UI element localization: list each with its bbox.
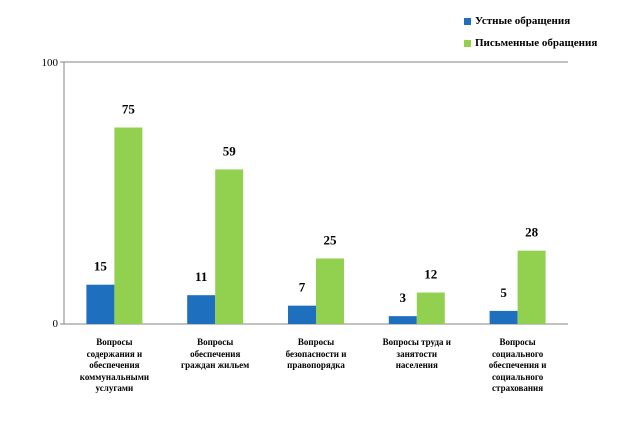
- category-label-line: Вопросы: [197, 337, 234, 347]
- category-label: Вопросы социального обеспечения и социально…: [466, 337, 570, 395]
- category-label-line: безопасности и: [285, 348, 347, 359]
- data-label: 11: [195, 269, 207, 284]
- bar-oral: [288, 305, 316, 324]
- category-label-line: правопорядка: [287, 360, 345, 370]
- category-label-line: Вопросы: [297, 337, 335, 347]
- legend-swatch-written: [464, 39, 471, 47]
- data-label: 3: [400, 290, 407, 305]
- data-label: 59: [223, 143, 237, 158]
- category-label: Вопросы обеспечения граждан жильем: [163, 337, 267, 372]
- data-label: 12: [424, 267, 437, 282]
- category-label-line: населения: [395, 360, 438, 370]
- category-label-line: социального: [491, 371, 544, 382]
- category-label-line: Вопросы труда и: [382, 337, 451, 347]
- category-label-line: граждан жильем: [181, 360, 250, 370]
- data-label: 75: [122, 102, 136, 117]
- bar-written: [416, 292, 445, 324]
- category-label-line: содержания и: [86, 348, 143, 359]
- category-label: Вопросы содержания и обеспечения коммунальн…: [62, 337, 166, 395]
- legend: Устные обращения Письменные обращения: [464, 10, 597, 54]
- bar-oral: [388, 316, 417, 324]
- category-label-line: страхования: [492, 383, 544, 393]
- legend-item: Устные обращения: [464, 10, 597, 32]
- bar-written: [114, 127, 143, 324]
- data-label: 28: [525, 225, 539, 240]
- bar-written: [517, 250, 546, 324]
- category-label-line: социального: [491, 348, 544, 359]
- category-label-line: Вопросы: [96, 337, 133, 347]
- legend-label: Устные обращения: [475, 15, 571, 27]
- legend-swatch-oral: [464, 17, 471, 25]
- category-label: Вопросы труда и занятости населения: [365, 337, 469, 372]
- category-label-line: обеспечения: [89, 360, 140, 370]
- category-label-line: услугами: [95, 383, 134, 393]
- category-label-line: коммунальными: [79, 371, 150, 382]
- data-label: 15: [94, 259, 108, 274]
- category-label-line: обеспечения и: [488, 360, 547, 370]
- category-label-line: Вопросы: [499, 337, 536, 347]
- category-label-line: обеспечения: [190, 348, 241, 359]
- bar-oral: [86, 284, 115, 324]
- data-label: 25: [324, 233, 338, 248]
- y-tick-label: 100: [42, 57, 59, 69]
- bar-oral: [489, 310, 518, 324]
- bar-written: [215, 169, 244, 324]
- y-tick-label: 0: [53, 318, 59, 330]
- legend-label: Письменные обращения: [475, 37, 598, 49]
- legend-item: Письменные обращения: [464, 32, 597, 54]
- category-label-line: занятости: [396, 348, 438, 359]
- data-label: 7: [299, 280, 306, 295]
- data-label: 5: [500, 285, 507, 300]
- category-label: Вопросы безопасности и правопорядка: [264, 337, 368, 372]
- bar-written: [316, 258, 344, 324]
- bar-oral: [187, 295, 216, 324]
